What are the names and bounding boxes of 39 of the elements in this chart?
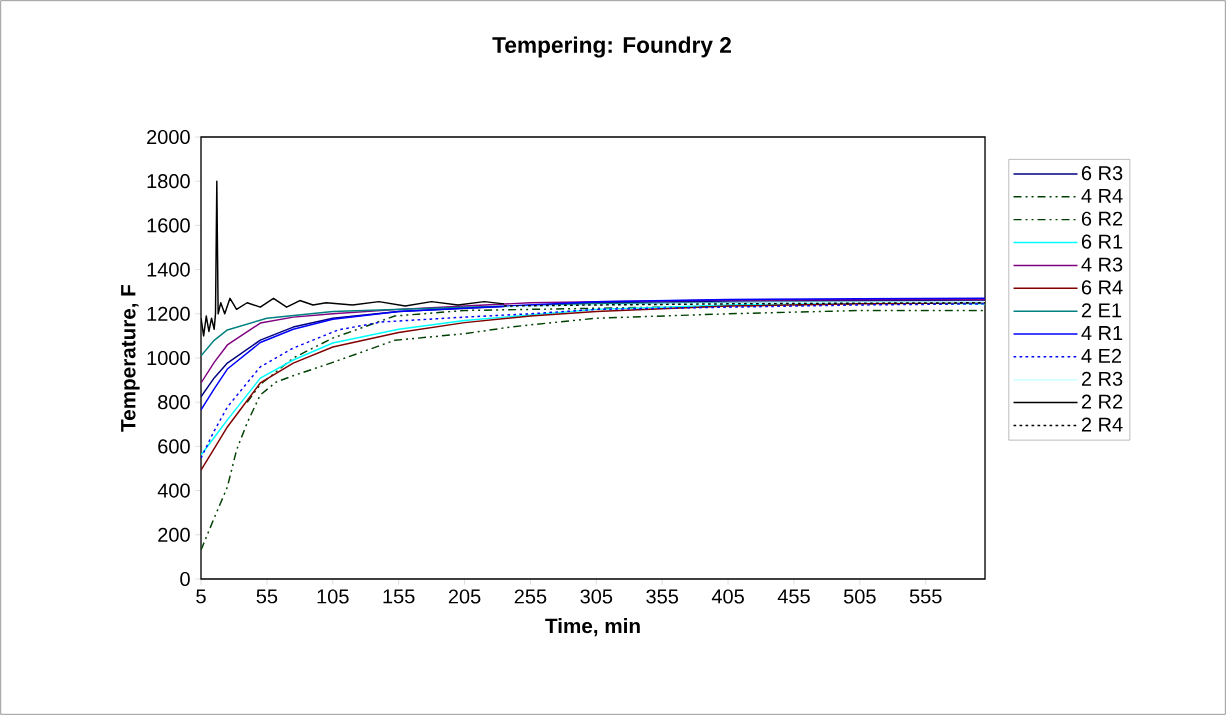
legend-label: 4 R1 <box>1081 326 1123 340</box>
y-tick-label: 200 <box>158 527 190 542</box>
y-tick-label: 2000 <box>147 129 190 145</box>
legend-label: 6 R3 <box>1081 166 1123 181</box>
line-series <box>201 309 986 551</box>
x-tick-label: 455 <box>777 589 810 604</box>
x-tick-label: 205 <box>448 589 481 604</box>
y-tick-label: 400 <box>157 483 190 498</box>
y-tick-label: 600 <box>158 439 190 454</box>
legend-label: 4 R4 <box>1081 188 1123 203</box>
y-tick-label: 1000 <box>147 350 190 366</box>
x-tick-label: 555 <box>909 589 942 604</box>
y-axis-title: Temperature, F <box>121 284 140 432</box>
legend-label: 2 R4 <box>1081 417 1123 432</box>
y-tick-label: 1800 <box>147 174 190 189</box>
x-tick-label: 105 <box>317 589 349 604</box>
y-tick-label: 0 <box>180 571 190 587</box>
legend-label: 6 R1 <box>1081 234 1123 249</box>
x-tick-label: 255 <box>514 589 547 604</box>
y-tick-label: 1600 <box>147 218 190 233</box>
legend-label: 6 R4 <box>1081 280 1123 295</box>
legend-label: 2 E1 <box>1081 303 1122 318</box>
legend-label: 2 R3 <box>1081 371 1123 386</box>
y-tick-label: 1200 <box>147 306 190 321</box>
y-tick-label: 800 <box>158 395 190 410</box>
x-tick-label: 5 <box>196 589 206 604</box>
legend-label: 6 R2 <box>1081 211 1123 226</box>
chart-title: Tempering: Foundry 2 <box>492 36 731 58</box>
x-tick-label: 505 <box>843 589 876 604</box>
x-tick-label: 305 <box>580 589 613 604</box>
legend-label: 2 R2 <box>1081 394 1123 409</box>
y-tick-label: 1400 <box>147 262 190 277</box>
x-tick-label: 355 <box>646 589 679 604</box>
x-axis-title: Time, min <box>545 618 640 637</box>
x-tick-label: 55 <box>256 589 278 604</box>
legend-label: 4 R3 <box>1081 257 1123 272</box>
x-tick-label: 155 <box>383 589 415 604</box>
legend-label: 4 E2 <box>1081 348 1122 363</box>
x-tick-label: 405 <box>711 589 744 604</box>
